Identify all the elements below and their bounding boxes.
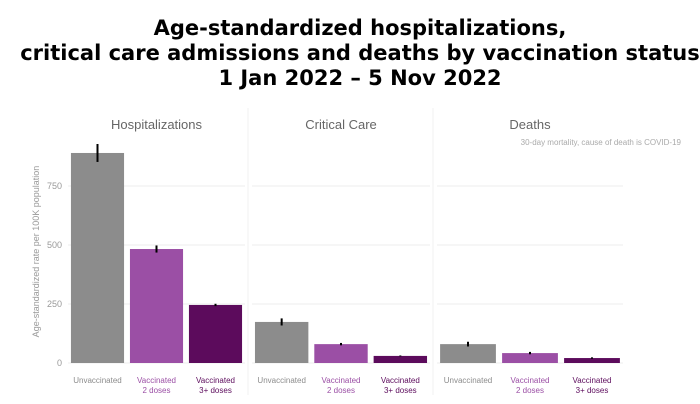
y-tick-label: 500 [47,240,62,250]
y-tick-label: 0 [57,358,62,368]
panel-title: Critical Care [305,117,377,132]
x-tick-label: Vaccinated 3+ doses [381,376,420,395]
panel-title: Hospitalizations [111,117,203,132]
x-tick-label: Vaccinated 3+ doses [196,376,235,395]
panel-title: Deaths [509,117,551,132]
annotation: 30-day mortality, cause of death is COVI… [521,138,682,147]
bar [440,344,496,363]
y-tick-label: 750 [47,181,62,191]
x-tick-label: Unvaccinated [257,376,305,385]
chart-title: Age-standardized hospitalizations, critic… [20,16,700,90]
bar [70,152,125,363]
bar [129,249,184,363]
bar [502,353,558,363]
y-tick-label: 250 [47,299,62,309]
x-tick-label: Unvaccinated [73,376,121,385]
bar [373,355,428,363]
x-tick-label: Unvaccinated [444,376,492,385]
bar [188,304,243,363]
x-tick-label: Vaccinated 2 doses [322,376,361,395]
bar [564,358,620,363]
bar [314,344,368,363]
y-axis-label: Age-standardized rate per 100K populatio… [31,166,41,338]
bar [254,321,309,363]
x-tick-label: Vaccinated 3+ doses [573,376,612,395]
x-tick-label: Vaccinated 2 doses [137,376,176,395]
x-tick-label: Vaccinated 2 doses [511,376,550,395]
